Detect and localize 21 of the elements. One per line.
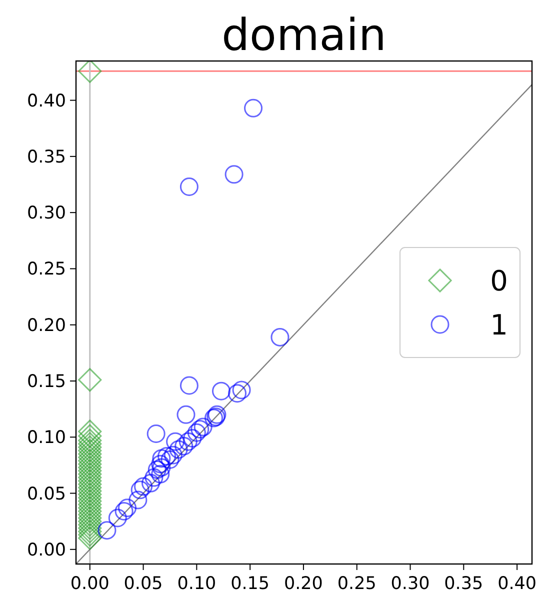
y-tick-label: 0.20 [27, 316, 66, 336]
x-tick-label: 0.30 [390, 574, 430, 594]
y-tick-label: 0.35 [27, 147, 66, 168]
y-tick-label: 0.15 [27, 372, 66, 392]
x-tick-label: 0.10 [177, 574, 216, 594]
y-tick-label: 0.10 [27, 428, 66, 448]
x-tick-label: 0.25 [337, 574, 376, 594]
x-tick-label: 0.15 [230, 574, 270, 594]
x-tick-label: 0.20 [284, 574, 323, 594]
y-tick-label: 0.30 [27, 204, 66, 224]
y-tick-label: 0.40 [27, 91, 66, 112]
y-tick-label: 0.05 [27, 484, 66, 504]
y-tick-label: 0.25 [27, 260, 66, 280]
x-tick-label: 0.05 [124, 574, 163, 594]
chart-title: domain [222, 10, 386, 61]
y-tick-label: 0.00 [27, 540, 66, 560]
x-tick-label: 0.40 [498, 574, 537, 594]
x-tick-label: 0.00 [70, 574, 110, 594]
x-tick-label: 0.35 [444, 574, 484, 594]
legend-label: 1 [490, 308, 508, 342]
legend-label: 0 [490, 264, 508, 298]
